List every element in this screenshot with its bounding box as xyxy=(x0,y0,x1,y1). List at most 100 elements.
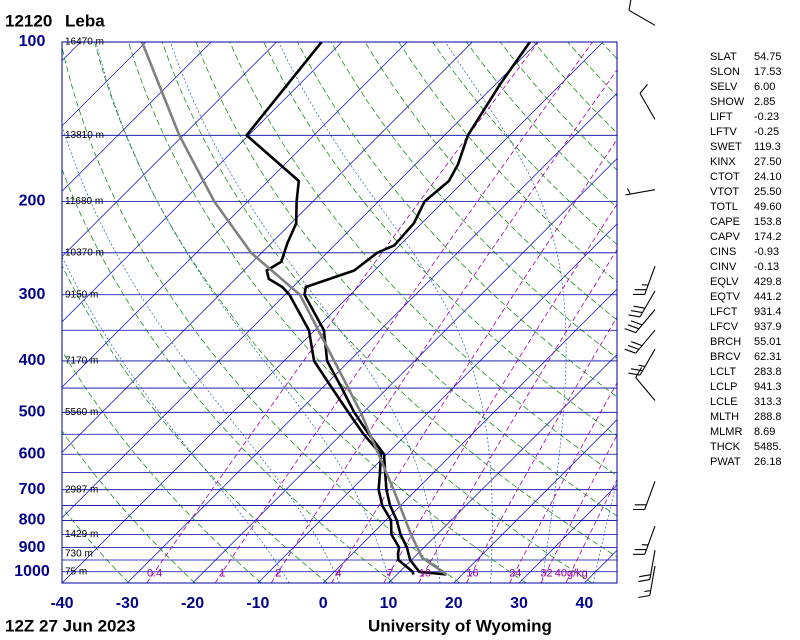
index-label: CAPE xyxy=(710,216,740,228)
x-tick-label: 20 xyxy=(445,595,463,612)
index-value: 429.8 xyxy=(754,276,782,288)
index-label: LCLP xyxy=(710,381,738,393)
index-label: THCK xyxy=(710,441,741,453)
mixing-ratio-label: 0.4 xyxy=(147,568,162,580)
height-label: 2987 m xyxy=(65,484,98,495)
mixing-ratio-line xyxy=(331,138,617,583)
height-label: 75 m xyxy=(65,566,87,577)
isotherm xyxy=(62,42,212,192)
dry-adiabat xyxy=(62,45,461,583)
plot-frame xyxy=(61,41,618,584)
moist-adiabat xyxy=(445,42,567,583)
dry-adiabat xyxy=(263,42,617,437)
index-value: 8.69 xyxy=(754,426,775,438)
wind-barb xyxy=(624,309,656,334)
dry-adiabat xyxy=(229,42,617,477)
index-label: SELV xyxy=(710,81,738,93)
index-value: 937.9 xyxy=(754,321,782,333)
mixing-ratio-label: 24 xyxy=(509,568,521,580)
index-label: LCLT xyxy=(710,366,736,378)
wind-barb xyxy=(628,290,656,318)
index-value: 6.00 xyxy=(754,81,775,93)
isotherm xyxy=(62,42,538,519)
height-label: 9150 m xyxy=(65,289,98,300)
mixing-ratio-line xyxy=(418,249,617,583)
index-label: EQLV xyxy=(710,276,739,288)
x-tick-label: 0 xyxy=(319,595,328,612)
index-value: 441.2 xyxy=(754,291,782,303)
isotherm xyxy=(322,288,617,583)
index-value: -0.13 xyxy=(754,261,779,273)
index-label: PWAT xyxy=(710,456,741,468)
wind-barb xyxy=(638,550,656,583)
wind-barb xyxy=(624,329,656,354)
dry-adiabat xyxy=(94,42,527,583)
index-value: 24.10 xyxy=(754,171,782,183)
moist-adiabat xyxy=(170,42,441,583)
index-label: KINX xyxy=(710,156,736,168)
dry-adiabat xyxy=(330,42,617,359)
height-label: 1429 m xyxy=(65,529,98,540)
x-tick-label: -20 xyxy=(181,595,204,612)
x-tick-label: -40 xyxy=(50,595,73,612)
mixing-ratio-label: 16 xyxy=(466,568,478,580)
dry-adiabat xyxy=(62,168,394,583)
moist-adiabat xyxy=(278,42,493,583)
plot-area xyxy=(62,42,617,583)
index-label: LFTV xyxy=(710,126,738,138)
isotherm xyxy=(62,42,343,323)
wind-barb xyxy=(633,266,656,295)
y-tick-label: 700 xyxy=(19,481,46,498)
x-tick-label: 40 xyxy=(575,595,593,612)
index-value: 153.8 xyxy=(754,216,782,228)
y-tick-label: 100 xyxy=(19,33,46,50)
mixing-ratio-label: 4 xyxy=(335,568,341,580)
dry-adiabat xyxy=(62,350,262,583)
isotherm xyxy=(62,42,408,388)
index-value: -0.23 xyxy=(754,111,779,123)
x-tick-label: -30 xyxy=(116,595,139,612)
index-label: SLON xyxy=(710,66,740,78)
height-label: 7170 m xyxy=(65,356,98,367)
y-tick-label: 600 xyxy=(19,445,46,462)
index-label: LFCT xyxy=(710,306,738,318)
index-value: 26.18 xyxy=(754,456,782,468)
dry-adiabat xyxy=(128,42,593,583)
height-label: 13810 m xyxy=(65,130,104,141)
index-value: 119.3 xyxy=(754,141,781,153)
y-tick-label: 900 xyxy=(19,539,46,556)
index-value: -0.25 xyxy=(754,126,779,138)
index-label: TOTL xyxy=(710,201,738,213)
mixing-ratio-line xyxy=(383,203,617,583)
mixing-ratio-line xyxy=(270,69,617,583)
x-tick-label: 10 xyxy=(380,595,398,612)
dry-adiabat xyxy=(195,42,617,517)
moist-adiabat xyxy=(62,124,340,583)
isotherm xyxy=(62,42,473,453)
mixing-ratio-line xyxy=(540,434,617,583)
index-label: SLAT xyxy=(710,51,737,63)
height-label: 730 m xyxy=(65,548,93,559)
index-value: 174.2 xyxy=(754,231,782,243)
wind-barb xyxy=(635,367,656,401)
index-value: 49.60 xyxy=(754,201,782,213)
dry-adiabat xyxy=(62,430,196,583)
time: 12Z 27 Jun 2023 xyxy=(5,616,135,635)
height-label: 5560 m xyxy=(65,407,98,418)
x-tick-label: 30 xyxy=(510,595,528,612)
station-id: 12120 xyxy=(5,11,52,30)
index-label: VTOT xyxy=(710,186,739,198)
isotherm xyxy=(192,158,617,583)
isotherm xyxy=(62,42,277,258)
mixing-ratio-line xyxy=(565,478,617,583)
index-value: 17.53 xyxy=(754,66,782,78)
dry-adiabat xyxy=(466,42,617,208)
index-label: MLMR xyxy=(710,426,742,438)
parcel-trace xyxy=(140,42,448,576)
mixing-ratio-line xyxy=(466,316,617,583)
moist-adiabat xyxy=(95,42,391,583)
isotherm xyxy=(62,42,81,62)
index-value: 931.4 xyxy=(754,306,782,318)
mixing-ratio-label: 10 xyxy=(419,568,431,580)
